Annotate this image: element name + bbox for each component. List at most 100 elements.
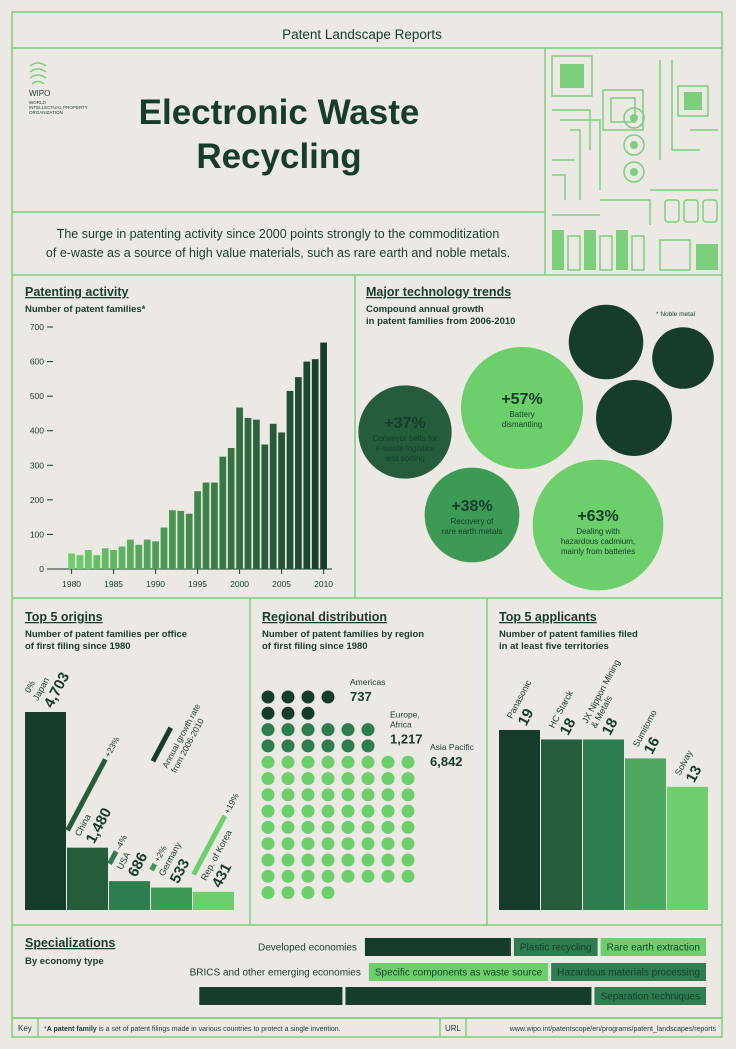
- dot: [261, 853, 275, 867]
- dot: [301, 820, 315, 834]
- dot: [261, 837, 275, 851]
- value-label: 737: [350, 689, 372, 704]
- dot: [321, 690, 335, 704]
- value-label: 16: [641, 734, 664, 757]
- dot: [341, 788, 355, 802]
- tag: [199, 987, 343, 1005]
- dot: [301, 804, 315, 818]
- dot: [361, 723, 375, 737]
- tag: [345, 987, 592, 1005]
- bar: [303, 361, 311, 569]
- dot: [281, 869, 295, 883]
- panel-subtitle: of first filing since 1980: [25, 641, 131, 652]
- panel-title: Specializations: [25, 936, 115, 950]
- dot: [341, 755, 355, 769]
- dot: [321, 886, 335, 900]
- dot: [261, 723, 275, 737]
- dot: [281, 804, 295, 818]
- note-term: A patent family: [47, 1026, 97, 1033]
- dot: [381, 755, 395, 769]
- bar: [583, 739, 624, 910]
- bubble-label: rare earth metals: [442, 527, 502, 536]
- growth-label: +23%: [102, 734, 121, 758]
- dot: [281, 837, 295, 851]
- dot: [261, 690, 275, 704]
- dot: [321, 755, 335, 769]
- panel-subtitle: in at least five territories: [499, 641, 609, 652]
- growth-label: +19%: [222, 791, 241, 815]
- bubble-label: Battery: [509, 410, 534, 419]
- main-title: Recycling: [196, 137, 361, 176]
- dot: [301, 837, 315, 851]
- bubble-label: hazardous cadmium,: [561, 537, 635, 546]
- intro-text: The surge in patenting activity since 20…: [57, 227, 500, 241]
- bar: [160, 527, 168, 569]
- dot: [281, 886, 295, 900]
- tag-text: Plastic recycling: [520, 943, 592, 954]
- bar: [202, 482, 210, 569]
- bubble-label: Recovery of: [451, 517, 494, 526]
- dot: [341, 853, 355, 867]
- bubble-label: Recovery: [666, 360, 700, 369]
- x-tick-label: 2010: [314, 579, 333, 589]
- dot: [381, 853, 395, 867]
- bar: [67, 847, 108, 910]
- dot: [361, 820, 375, 834]
- tag-text: Specific components as waste source: [375, 968, 543, 979]
- bar: [76, 555, 84, 569]
- dot: [301, 869, 315, 883]
- bubble-label: dismantling: [502, 420, 542, 429]
- bar: [185, 513, 193, 569]
- note: * Noble metal: [656, 311, 696, 318]
- bubble-label: of gold*: [669, 370, 696, 379]
- y-tick-label: 200: [30, 495, 44, 505]
- x-tick-label: 1985: [104, 579, 123, 589]
- panel-subtitle: in patent families from 2006-2010: [366, 316, 515, 327]
- dot: [301, 690, 315, 704]
- tag: [513, 938, 598, 956]
- footer-note: *A patent family is a set of patent fili…: [44, 1026, 341, 1033]
- dot: [401, 772, 415, 785]
- bar: [253, 419, 260, 569]
- bar: [541, 739, 582, 910]
- dot: [261, 820, 275, 834]
- dot: [261, 886, 275, 900]
- dot: [321, 772, 335, 785]
- y-tick-label: 600: [30, 357, 44, 367]
- logo-text: WIPO: [29, 89, 50, 98]
- dot: [361, 837, 375, 851]
- bar: [295, 377, 302, 569]
- intro-text: of e-waste as a source of high value mat…: [46, 246, 510, 260]
- footer-frame: [11, 1017, 723, 1038]
- footer-key: Key: [18, 1024, 32, 1033]
- bubble-label: Dealing with: [576, 527, 620, 536]
- dot: [341, 723, 355, 737]
- dot: [401, 788, 415, 802]
- bar: [193, 891, 234, 910]
- y-tick-label: 300: [30, 460, 44, 470]
- growth-note-bar: [150, 726, 173, 763]
- bar: [194, 491, 201, 569]
- dot: [401, 837, 415, 851]
- panel-title: Major technology trends: [366, 285, 511, 299]
- bubble: [652, 327, 714, 389]
- bar: [244, 417, 252, 569]
- dot: [381, 788, 395, 802]
- bar: [286, 390, 294, 569]
- bar: [85, 549, 92, 569]
- panel-title: Regional distribution: [262, 610, 387, 624]
- dot: [361, 804, 375, 818]
- dot: [261, 804, 275, 818]
- region-label: Europe,: [390, 710, 420, 720]
- main-title: Electronic Waste: [139, 93, 420, 132]
- dot: [341, 820, 355, 834]
- bar: [311, 359, 319, 569]
- dot: [301, 788, 315, 802]
